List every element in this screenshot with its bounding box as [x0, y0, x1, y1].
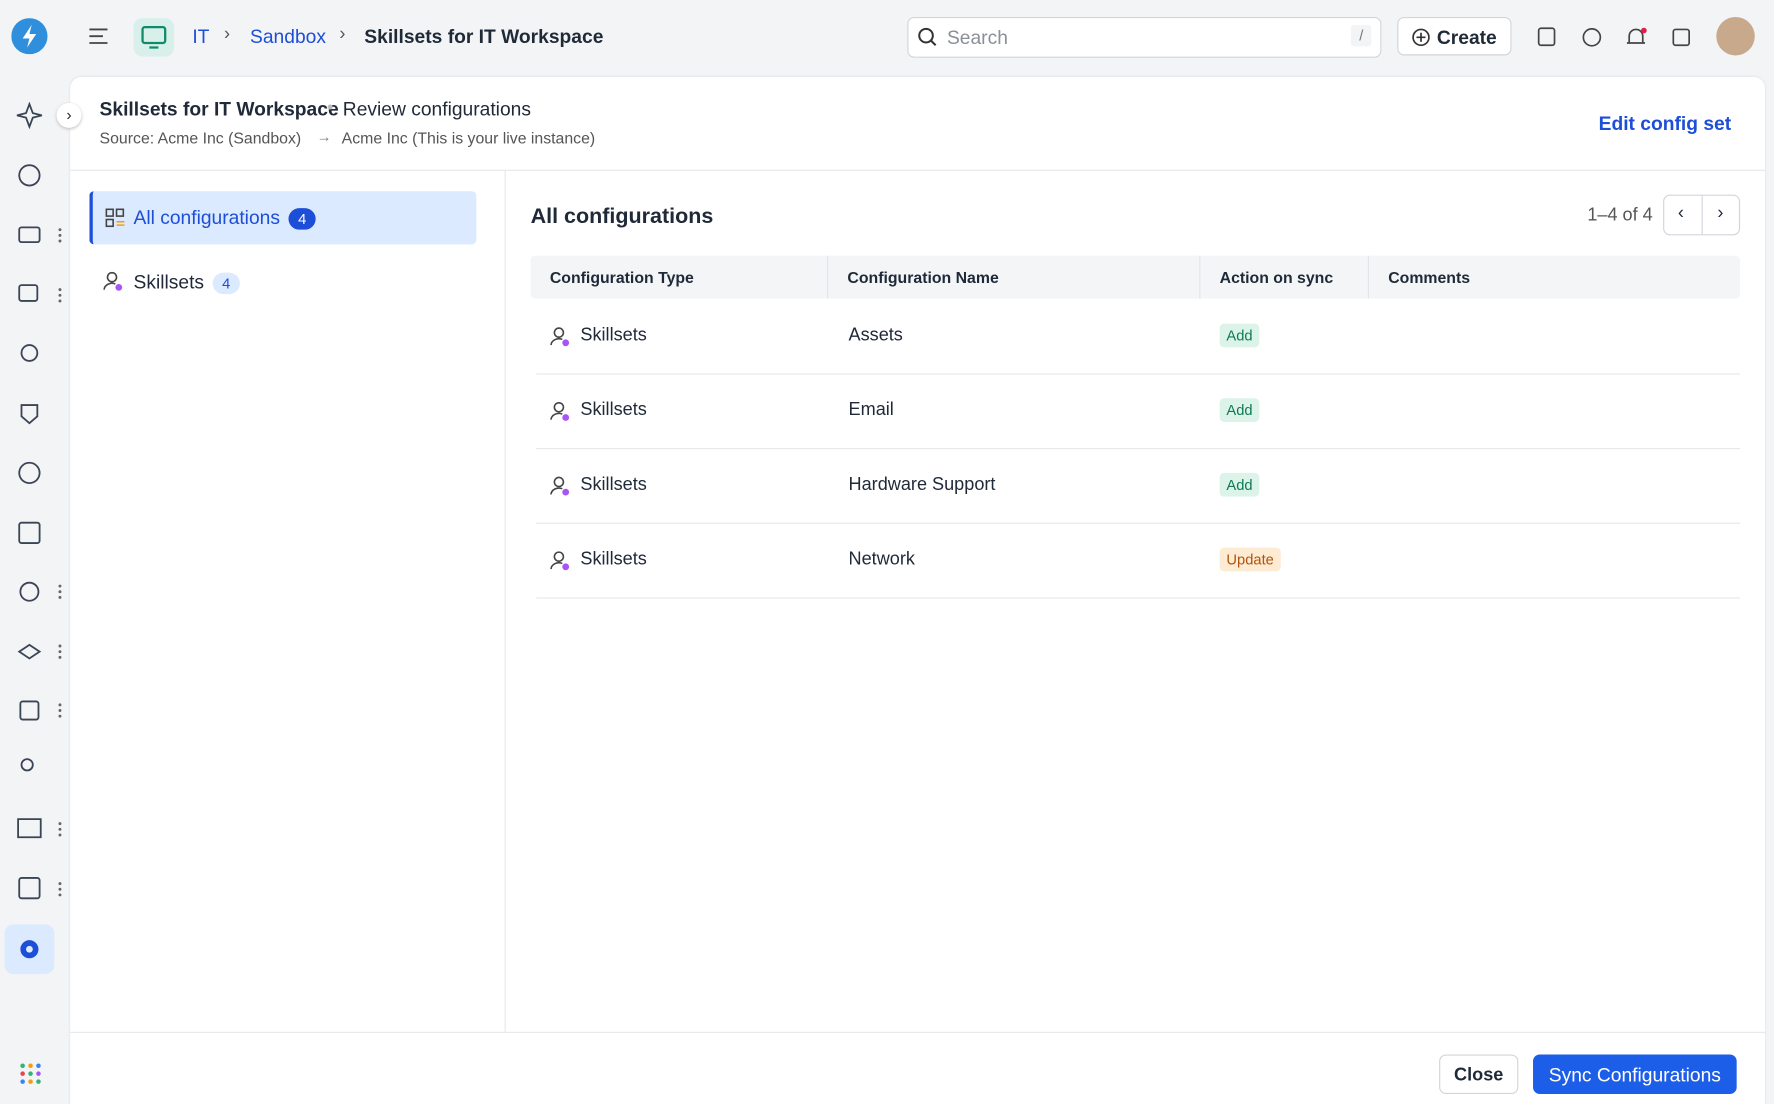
skillset-icon [550, 551, 570, 577]
next[interactable]: › [1717, 203, 1724, 223]
nav-count: 4 [289, 208, 316, 230]
settings-active[interactable] [4, 924, 55, 975]
divider [70, 169, 1765, 171]
skillset-icon [550, 327, 570, 353]
pager: ‹ › [1663, 194, 1741, 236]
config-name: Assets [848, 325, 903, 346]
skillset-icon [550, 476, 570, 502]
action-tag: Add [1219, 323, 1260, 348]
sidebar-icons[interactable] [16, 101, 61, 917]
config-type: Skillsets [580, 549, 647, 570]
config-name: Email [848, 400, 894, 420]
arrow: → [316, 127, 332, 145]
dot: • [326, 98, 334, 118]
workspace-icon[interactable] [133, 18, 175, 57]
separator: › [339, 24, 346, 45]
sidebar-more[interactable] [57, 226, 64, 905]
edit-link[interactable]: Edit config set [1598, 113, 1732, 135]
table-row[interactable]: Skillsets Email Add [536, 374, 1741, 450]
table-row[interactable]: Skillsets Network Update [536, 524, 1741, 599]
action-tag: Add [1219, 398, 1260, 423]
nav-item-active[interactable]: All configurations 4 [89, 191, 477, 245]
config-type: Skillsets [580, 400, 647, 420]
config-name: Network [848, 549, 915, 570]
config-type: Skillsets [580, 475, 647, 495]
close-button[interactable]: Close [1439, 1054, 1519, 1095]
column-header: Configuration Type [549, 268, 694, 287]
shortcut: / [1351, 24, 1372, 47]
menu-icon[interactable] [88, 27, 108, 45]
table-header: Configuration Type Configuration Name Ac… [530, 255, 1741, 299]
breadcrumb-current: Skillsets for IT Workspace [364, 26, 604, 48]
table-title: All configurations [530, 204, 714, 229]
divider [504, 170, 506, 1032]
nav-label: All configurations [133, 207, 280, 229]
expand-button[interactable]: › [56, 102, 82, 128]
table-row[interactable]: Skillsets Assets Add [536, 300, 1741, 375]
nav-count: 4 [213, 272, 240, 295]
nav-label: Skillsets [133, 271, 205, 294]
panel-subtitle: Review configurations [342, 98, 531, 120]
search-placeholder: Search [946, 27, 1008, 49]
search-box[interactable]: Search / [907, 16, 1382, 58]
column-header: Configuration Name [847, 268, 999, 287]
action-tag: Add [1219, 472, 1260, 497]
config-type: Skillsets [580, 325, 647, 346]
breadcrumb[interactable]: IT [192, 26, 210, 48]
toolbar-icons[interactable] [1536, 26, 1694, 49]
column-header: Comments [1388, 268, 1471, 287]
config-name: Hardware Support [848, 475, 996, 495]
separator: › [224, 24, 231, 45]
action-tag: Update [1219, 547, 1281, 572]
nav-item[interactable]: Skillsets 4 [89, 256, 476, 309]
logo [11, 18, 48, 55]
table-row[interactable]: Skillsets Hardware Support Add [536, 449, 1741, 524]
sync-button[interactable]: Sync Configurations [1533, 1054, 1737, 1095]
prev[interactable]: ‹ [1677, 203, 1684, 223]
apps-icon[interactable] [19, 1062, 42, 1085]
avatar[interactable] [1716, 16, 1755, 56]
create-button[interactable]: Create [1397, 16, 1512, 56]
column-header: Action on sync [1219, 268, 1334, 287]
skillset-icon [550, 401, 570, 428]
create-label: Create [1436, 27, 1497, 49]
panel [70, 76, 1765, 1104]
panel-title: Skillsets for IT Workspace [99, 98, 339, 120]
source: Source: Acme Inc (Sandbox) [99, 128, 302, 148]
pagination: 1–4 of 4 [1587, 205, 1653, 226]
target: Acme Inc (This is your live instance) [341, 128, 596, 148]
breadcrumb[interactable]: Sandbox [250, 26, 326, 48]
divider [70, 1031, 1765, 1033]
